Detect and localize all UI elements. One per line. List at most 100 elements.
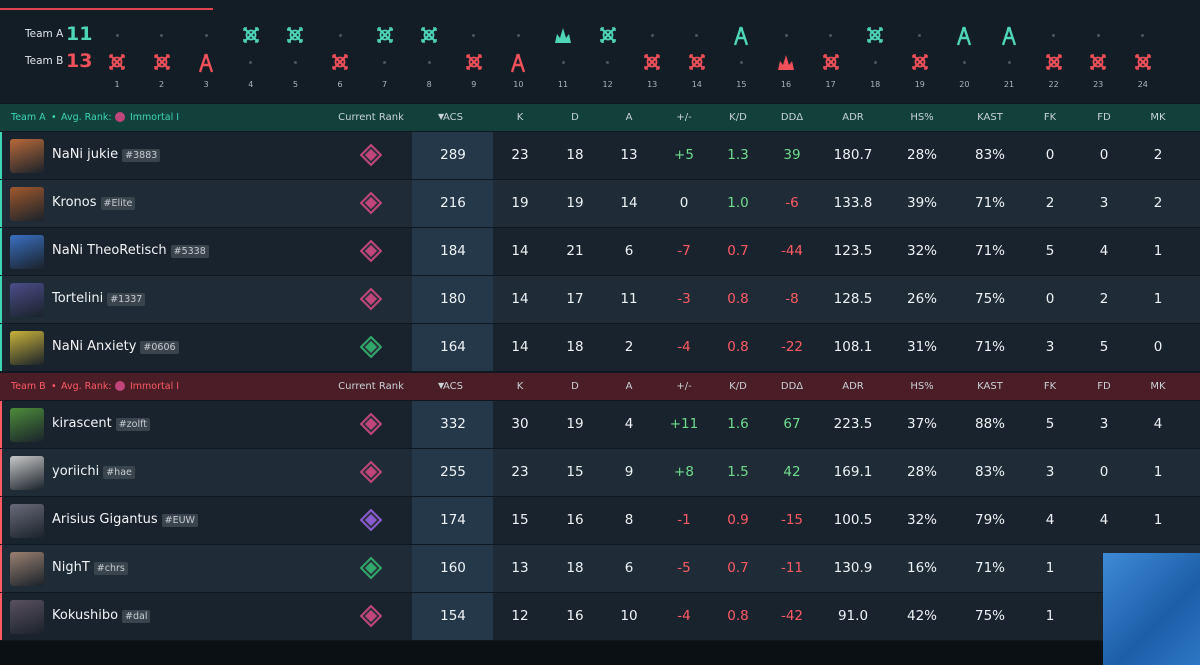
round-win-icon bbox=[1133, 53, 1153, 73]
agent-avatar bbox=[10, 331, 44, 365]
player-name-wrap: yoriichi #hae bbox=[52, 464, 135, 479]
round-win-icon bbox=[821, 53, 841, 73]
stat-cell: 16 bbox=[566, 512, 584, 528]
round-number: 2 bbox=[159, 80, 165, 89]
player-tag: #hae bbox=[103, 466, 135, 479]
column-header[interactable]: ACS bbox=[443, 381, 463, 392]
round-number: 3 bbox=[203, 80, 209, 89]
round-number: 4 bbox=[248, 80, 254, 89]
stat-cell: -7 bbox=[677, 243, 691, 259]
rank-icon bbox=[359, 412, 383, 436]
stat-cell: +5 bbox=[674, 147, 694, 163]
stat-cell: 83% bbox=[974, 464, 1006, 480]
stat-cell: 3 bbox=[1099, 195, 1109, 211]
round-loss-dot bbox=[642, 26, 662, 46]
player-row bbox=[0, 497, 1200, 544]
stat-cell: 130.9 bbox=[833, 560, 873, 576]
round-loss-dot bbox=[1044, 26, 1064, 46]
team-header bbox=[0, 373, 1200, 400]
column-header: Current Rank bbox=[338, 381, 404, 392]
player-row bbox=[0, 180, 1200, 227]
acs-highlight bbox=[412, 401, 493, 448]
stat-cell: 0 bbox=[1099, 464, 1109, 480]
column-header: FK bbox=[1043, 381, 1057, 392]
round-number: 10 bbox=[513, 80, 524, 89]
row-stripe bbox=[0, 401, 2, 448]
stat-cell: 42% bbox=[906, 608, 938, 624]
webcam-overlay bbox=[1103, 553, 1200, 665]
stat-cell: 216 bbox=[440, 195, 466, 211]
player-name-wrap: NaNi jukie #3883 bbox=[52, 147, 161, 162]
round-win-icon bbox=[999, 26, 1019, 46]
stat-cell: -4 bbox=[677, 608, 691, 624]
stat-cell: 19 bbox=[511, 195, 529, 211]
round-win-icon bbox=[687, 53, 707, 73]
stat-cell: 12 bbox=[511, 608, 529, 624]
stat-cell: 31% bbox=[906, 339, 938, 355]
round-win-icon bbox=[419, 26, 439, 46]
team-header bbox=[0, 104, 1200, 131]
stat-cell: 67 bbox=[783, 416, 801, 432]
row-stripe bbox=[0, 180, 2, 227]
round-strip bbox=[0, 0, 1200, 103]
rank-icon bbox=[359, 508, 383, 532]
round-win-icon bbox=[152, 53, 172, 73]
column-header[interactable]: ACS bbox=[443, 112, 463, 123]
column-header: HS% bbox=[910, 112, 934, 123]
stat-cell: 71% bbox=[974, 339, 1006, 355]
stat-cell: 26% bbox=[906, 291, 938, 307]
stat-cell: -22 bbox=[780, 339, 804, 355]
stat-cell: 15 bbox=[511, 512, 529, 528]
stat-cell: 23 bbox=[511, 464, 529, 480]
stat-cell: -8 bbox=[785, 291, 799, 307]
round-loss-dot bbox=[1133, 26, 1153, 46]
stat-cell: 30 bbox=[511, 416, 529, 432]
column-header: DDΔ bbox=[780, 112, 804, 123]
round-win-icon bbox=[776, 53, 796, 73]
column-header: K/D bbox=[729, 112, 747, 123]
round-win-icon bbox=[642, 53, 662, 73]
row-stripe bbox=[0, 593, 2, 640]
player-tag: #chrs bbox=[93, 562, 128, 575]
stat-cell: 1 bbox=[1153, 512, 1163, 528]
round-number: 5 bbox=[292, 80, 298, 89]
agent-avatar bbox=[10, 456, 44, 490]
stat-cell: 3 bbox=[1045, 464, 1055, 480]
column-header: DDΔ bbox=[780, 381, 804, 392]
stat-cell: 2 bbox=[1045, 195, 1055, 211]
row-stripe bbox=[0, 497, 2, 544]
avg-rank-icon bbox=[115, 381, 125, 391]
acs-highlight bbox=[412, 449, 493, 496]
agent-avatar bbox=[10, 408, 44, 442]
stat-cell: 83% bbox=[974, 147, 1006, 163]
round-number: 21 bbox=[1003, 80, 1015, 89]
round-win-icon bbox=[731, 26, 751, 46]
rank-icon bbox=[359, 191, 383, 215]
stat-cell: 15 bbox=[566, 464, 584, 480]
stat-cell: 2 bbox=[1153, 195, 1163, 211]
row-stripe bbox=[0, 324, 2, 371]
round-loss-dot bbox=[107, 26, 127, 46]
round-number: 12 bbox=[602, 80, 613, 89]
round-number: 16 bbox=[780, 80, 792, 89]
stat-cell: 14 bbox=[511, 291, 529, 307]
stat-cell: 39% bbox=[906, 195, 938, 211]
agent-avatar bbox=[10, 283, 44, 317]
stat-cell: 4 bbox=[1099, 512, 1109, 528]
round-number: 8 bbox=[426, 80, 432, 89]
stat-cell: +11 bbox=[669, 416, 699, 432]
rank-icon bbox=[359, 143, 383, 167]
stat-cell: 0.7 bbox=[727, 560, 749, 576]
stat-cell: 10 bbox=[620, 608, 638, 624]
stat-cell: 0.8 bbox=[727, 291, 749, 307]
player-name: NaNi Anxiety bbox=[52, 339, 137, 354]
acs-highlight bbox=[412, 593, 493, 640]
round-number: 6 bbox=[337, 80, 343, 89]
round-number: 9 bbox=[471, 80, 477, 89]
stat-cell: 1.3 bbox=[727, 147, 749, 163]
round-win-icon bbox=[865, 26, 885, 46]
stat-cell: 16 bbox=[566, 608, 584, 624]
acs-highlight bbox=[412, 276, 493, 323]
round-win-icon bbox=[241, 26, 261, 46]
